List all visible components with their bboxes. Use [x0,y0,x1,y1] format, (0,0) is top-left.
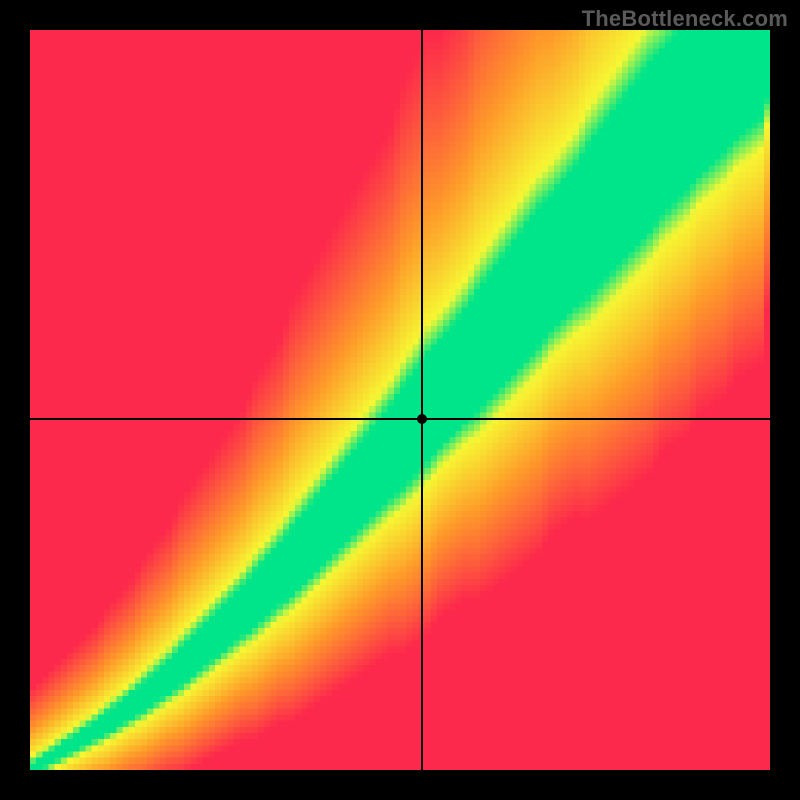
heatmap-canvas [30,30,770,770]
plot-area [30,30,770,770]
crosshair-vertical [421,30,423,770]
chart-frame: TheBottleneck.com [0,0,800,800]
watermark-text: TheBottleneck.com [582,6,788,32]
crosshair-horizontal [30,418,770,420]
crosshair-marker-dot [417,414,427,424]
